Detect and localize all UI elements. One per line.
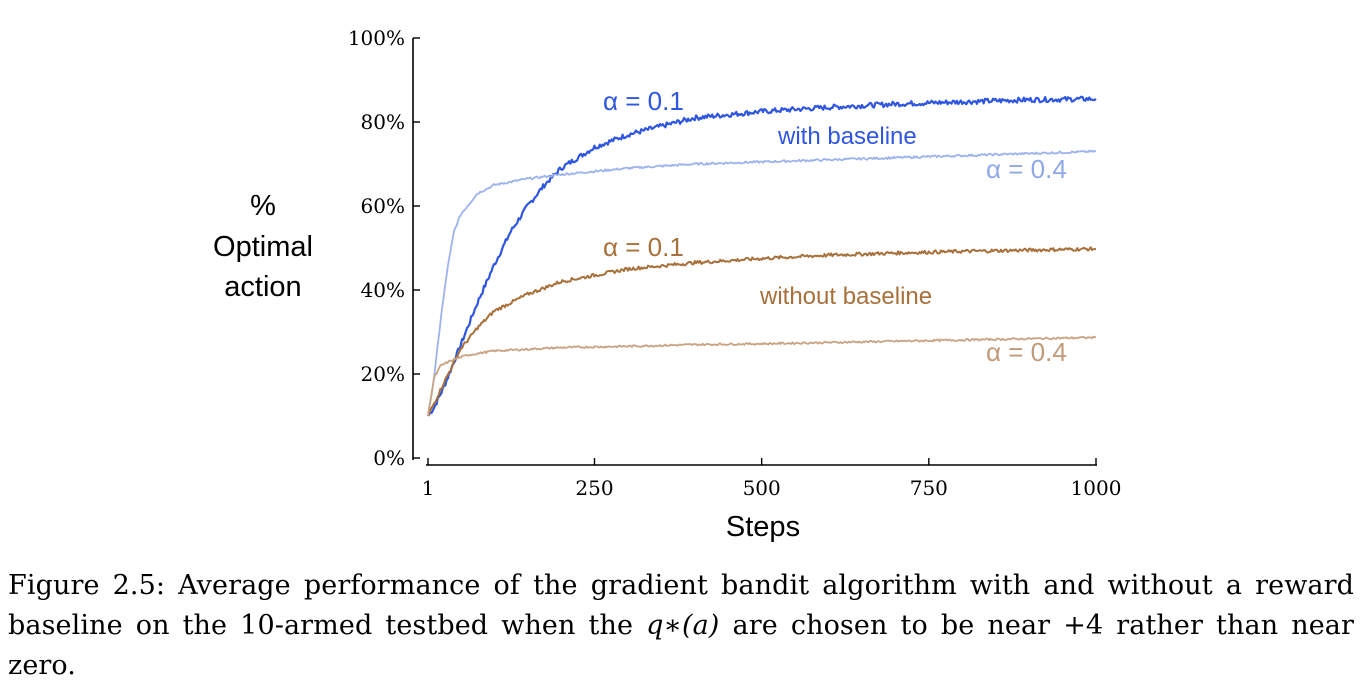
y-axis-label: % Optimal action — [213, 190, 313, 303]
series-line-4 — [427, 335, 1097, 417]
y-tick-label: 80% — [361, 110, 405, 134]
x-tick-label: 500 — [743, 476, 781, 500]
caption-text-after: are chosen to be near +4 rather than nea… — [8, 610, 1355, 681]
x-axis-label: Steps — [726, 511, 800, 543]
caption-math: q∗(a) — [646, 610, 720, 641]
x-tick-label: 1 — [422, 476, 435, 500]
y-tick-label: 100% — [348, 26, 405, 50]
annotations: α = 0.1 with baseline α = 0.4 α = 0.1 wi… — [603, 86, 1067, 367]
figure-caption: Figure 2.5: Average performance of the g… — [8, 566, 1354, 686]
annotation-blue-alpha: α = 0.1 — [603, 86, 684, 116]
annotation-lightbrown-alpha: α = 0.4 — [986, 337, 1067, 367]
y-axis-label-line-2: Optimal — [213, 231, 313, 263]
annotation-with-baseline: with baseline — [777, 123, 917, 150]
caption-text-before: Average performance of the gradient band… — [8, 570, 1354, 641]
y-axis-label-line-3: action — [224, 271, 301, 303]
series-line-3 — [427, 246, 1097, 417]
axes: 0% 20% 40% 60% 80% 100% 1 250 500 750 1000 — [348, 26, 1122, 500]
caption-label: Figure 2.5: — [8, 570, 166, 601]
series-layer — [427, 95, 1097, 417]
y-tick-label: 20% — [361, 362, 405, 386]
series-line-2 — [427, 149, 1097, 417]
x-tick-label: 1000 — [1071, 476, 1122, 500]
y-tick-label: 0% — [373, 446, 405, 470]
annotation-lightblue-alpha: α = 0.4 — [986, 154, 1067, 184]
series-line-1 — [427, 95, 1097, 417]
y-axis-label-line-1: % — [250, 190, 276, 222]
x-tick-label: 750 — [910, 476, 948, 500]
annotation-brown-alpha: α = 0.1 — [603, 232, 684, 262]
y-tick-label: 60% — [361, 194, 405, 218]
y-tick-label: 40% — [361, 278, 405, 302]
chart: 0% 20% 40% 60% 80% 100% 1 250 500 750 1000 α = 0.1… — [213, 26, 1122, 543]
annotation-without-baseline: without baseline — [759, 283, 932, 310]
x-tick-label: 250 — [575, 476, 613, 500]
